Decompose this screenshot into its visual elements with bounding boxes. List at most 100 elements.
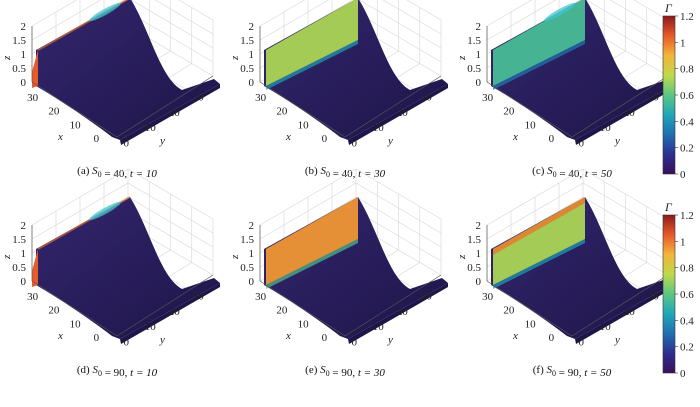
colorbar: Γ 0 0.2 0.4 0.6 0.8 1 1.2 (662, 200, 694, 380)
surface-edge (348, 283, 448, 344)
caption-s_symbol: S (92, 364, 98, 376)
colorbar-title: Γ (664, 200, 673, 214)
y-tick-label: 20 (624, 306, 636, 318)
caption-s_sub: 0 (553, 170, 557, 179)
x-tick-label: 10 (70, 119, 82, 131)
z-tick-label: 1.5 (12, 234, 26, 246)
x-axis-line (31, 81, 118, 138)
y-tick-label: 30 (421, 291, 433, 303)
x-tick-label: 0 (94, 133, 100, 145)
caption-label: (f) (533, 364, 544, 376)
surface-edge (120, 283, 220, 344)
x-axis-label: x (512, 131, 518, 143)
colorbar-tick-label: 0 (680, 368, 686, 380)
x-tick-label: 0 (549, 133, 555, 145)
colorbar-tick-label: 0.8 (680, 64, 694, 76)
surface-edge (575, 283, 675, 344)
x-axis-line (31, 280, 118, 337)
caption-s_symbol: S (547, 364, 553, 376)
z-tick-label: 2 (21, 220, 27, 232)
z-tick-label: 0.5 (240, 63, 254, 75)
z-tick-label: 1 (21, 49, 27, 61)
y-tick-label: 0 (578, 137, 584, 149)
x-tick-label: 0 (322, 332, 328, 344)
x-tick-label: 30 (255, 291, 267, 303)
y-tick-label: 20 (169, 107, 181, 119)
caption-s_eq: = 40, (104, 168, 127, 180)
z-tick-label: 1 (476, 248, 482, 260)
x-axis-line (259, 81, 346, 138)
y-tick-label: 10 (600, 122, 612, 134)
caption-t_eq: t = 30 (358, 367, 385, 379)
z-tick-label: 0.5 (12, 262, 26, 274)
x-axis-label: x (512, 330, 518, 342)
z-tick-label: 0 (476, 276, 482, 288)
x-tick-label: 0 (322, 133, 328, 145)
caption-t_eq: t = 30 (358, 168, 385, 180)
y-tick-label: 10 (145, 321, 157, 333)
cyan-streak (89, 2, 121, 22)
surface-edge (348, 84, 448, 145)
z-axis-label: z (456, 254, 468, 260)
wall-front-edge (266, 40, 358, 90)
z-tick-label: 0.5 (467, 63, 481, 75)
z-tick-label: 1.5 (240, 234, 254, 246)
panel-caption: (d) S0 = 90, t = 10 (77, 364, 158, 379)
y-tick-label: 10 (600, 321, 612, 333)
z-tick-label: 0.5 (240, 262, 254, 274)
colorbar-gradient (662, 15, 676, 175)
caption-t_eq: t = 10 (130, 367, 157, 379)
panel-caption: (b) S0 = 40, t = 30 (305, 165, 386, 180)
y-tick-label: 10 (373, 321, 385, 333)
y-tick-label: 20 (397, 306, 409, 318)
z-tick-label: 2 (476, 220, 482, 232)
y-tick-label: 20 (624, 107, 636, 119)
x-axis-label: x (57, 131, 63, 143)
x-tick-label: 20 (48, 305, 60, 317)
z-tick-label: 0 (249, 77, 255, 89)
y-axis-line (571, 274, 669, 337)
caption-label: (a) (77, 165, 90, 177)
z-axis-label: z (229, 55, 241, 61)
z-tick-label: 0 (249, 276, 255, 288)
colorbar-gradient (662, 214, 676, 374)
panel-caption: (a) S0 = 40, t = 10 (77, 165, 157, 180)
z-tick-label: 2 (249, 21, 255, 33)
x-tick-label: 30 (27, 92, 39, 104)
caption-s_sub: 0 (552, 369, 556, 378)
z-tick-label: 1 (249, 248, 255, 260)
x-tick-label: 20 (503, 106, 515, 118)
caption-label: (c) (532, 165, 545, 177)
x-tick-label: 20 (48, 106, 60, 118)
x-tick-label: 10 (298, 119, 310, 131)
caption-s_sub: 0 (98, 369, 102, 378)
colorbar-tick-label: 0.6 (680, 289, 694, 301)
wall-front-edge (493, 40, 585, 90)
caption-t_eq: t = 10 (130, 168, 157, 180)
z-tick-label: 1 (476, 49, 482, 61)
x-tick-label: 20 (276, 305, 288, 317)
colorbar-tick-label: 0.8 (680, 263, 694, 275)
x-tick-label: 20 (503, 305, 515, 317)
x-axis-label: x (57, 330, 63, 342)
z-tick-label: 2 (249, 220, 255, 232)
high-gamma-wall (493, 197, 585, 285)
y-tick-label: 0 (123, 137, 129, 149)
y-axis-label: y (159, 135, 165, 147)
z-tick-label: 1 (249, 49, 255, 61)
z-axis-label: z (1, 55, 13, 61)
colorbar-tick-label: 0.4 (680, 315, 694, 327)
caption-s_sub: 0 (326, 369, 330, 378)
z-tick-label: 0.5 (12, 63, 26, 75)
caption-s_symbol: S (320, 364, 326, 376)
z-tick-label: 0 (21, 276, 27, 288)
high-gamma-wall (266, 197, 358, 285)
panel-caption: (c) S0 = 40, t = 50 (532, 165, 612, 180)
x-tick-label: 30 (27, 291, 39, 303)
orange-streak (493, 197, 585, 255)
y-tick-label: 0 (351, 336, 357, 348)
